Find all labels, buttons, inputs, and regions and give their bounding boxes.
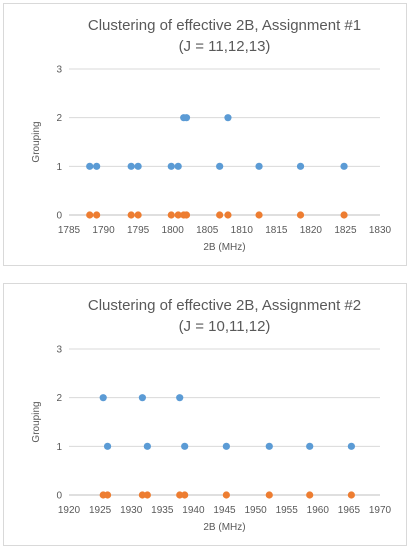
data-point-series-2: [93, 211, 101, 219]
data-point-series-1: [176, 394, 184, 402]
data-point-series-2: [86, 211, 94, 219]
chart-panel-1: Clustering of effective 2B, Assignment #…: [3, 3, 407, 266]
x-tick-label: 1820: [300, 225, 323, 236]
chart-title: Clustering of effective 2B, Assignment #…: [88, 17, 361, 34]
x-tick-label: 1930: [120, 505, 143, 516]
data-point-series-2: [224, 211, 232, 219]
x-tick-label: 1805: [196, 225, 219, 236]
data-point-series-2: [296, 211, 305, 219]
data-point-series-2: [127, 211, 135, 219]
x-tick-label: 1950: [244, 505, 267, 516]
chart-panel-2: Clustering of effective 2B, Assignment #…: [3, 283, 407, 546]
data-point-series-1: [93, 162, 101, 170]
chart-subtitle: (J = 11,12,13): [179, 38, 271, 55]
x-tick-label: 1825: [334, 225, 357, 236]
data-point-series-1: [143, 442, 151, 450]
chart-1: Clustering of effective 2B, Assignment #…: [31, 17, 392, 253]
x-tick-label: 1965: [338, 505, 361, 516]
data-point-series-1: [127, 162, 135, 170]
data-point-series-2: [176, 491, 184, 499]
data-point-series-1: [167, 162, 175, 170]
data-point-series-1: [138, 394, 146, 402]
y-axis-label: Grouping: [31, 121, 42, 162]
data-point-series-2: [347, 491, 355, 499]
data-point-series-2: [340, 211, 348, 219]
data-point-series-1: [347, 442, 355, 450]
data-point-series-1: [182, 114, 191, 122]
data-point-series-1: [134, 162, 142, 170]
data-point-series-1: [224, 114, 232, 122]
y-tick-label: 3: [56, 345, 62, 356]
x-tick-label: 1785: [58, 225, 81, 236]
x-tick-label: 1800: [162, 225, 185, 236]
chart-2: Clustering of effective 2B, Assignment #…: [31, 297, 392, 533]
chart-subtitle: (J = 10,11,12): [179, 318, 271, 335]
x-axis-label: 2B (MHz): [203, 522, 245, 533]
data-point-series-2: [103, 491, 112, 499]
x-tick-label: 1815: [265, 225, 288, 236]
data-point-series-2: [306, 491, 314, 499]
x-tick-label: 1920: [58, 505, 81, 516]
chart-title: Clustering of effective 2B, Assignment #…: [88, 297, 361, 314]
data-point-series-1: [216, 162, 224, 170]
x-tick-label: 1810: [231, 225, 254, 236]
x-tick-label: 1935: [151, 505, 174, 516]
data-point-series-1: [86, 162, 94, 170]
data-point-series-1: [174, 162, 182, 170]
y-tick-label: 2: [56, 113, 62, 124]
y-tick-label: 3: [56, 65, 62, 76]
data-point-series-2: [255, 211, 263, 219]
y-tick-label: 0: [56, 491, 62, 502]
data-point-series-1: [265, 442, 273, 450]
data-point-series-2: [182, 211, 191, 219]
data-point-series-2: [265, 491, 273, 499]
data-point-series-1: [296, 162, 305, 170]
data-point-series-1: [99, 394, 107, 402]
y-tick-label: 1: [56, 162, 62, 173]
data-point-series-2: [174, 211, 182, 219]
y-tick-label: 0: [56, 211, 62, 222]
data-point-series-2: [134, 211, 142, 219]
data-point-series-1: [306, 442, 314, 450]
y-tick-label: 1: [56, 442, 62, 453]
data-point-series-2: [181, 491, 189, 499]
x-tick-label: 1830: [369, 225, 392, 236]
data-point-series-1: [103, 442, 112, 450]
x-tick-label: 1970: [369, 505, 392, 516]
data-point-series-1: [340, 162, 348, 170]
y-axis-label: Grouping: [31, 401, 42, 442]
x-tick-label: 1940: [182, 505, 205, 516]
data-point-series-2: [143, 491, 151, 499]
data-point-series-2: [167, 211, 175, 219]
x-tick-label: 1925: [89, 505, 112, 516]
x-tick-label: 1960: [307, 505, 330, 516]
data-point-series-2: [138, 491, 146, 499]
x-tick-label: 1795: [127, 225, 150, 236]
data-point-series-1: [222, 442, 230, 450]
x-tick-label: 1790: [92, 225, 115, 236]
data-point-series-2: [216, 211, 224, 219]
x-axis-label: 2B (MHz): [203, 242, 245, 253]
data-point-series-1: [181, 442, 189, 450]
data-point-series-1: [255, 162, 263, 170]
x-tick-label: 1955: [276, 505, 299, 516]
data-point-series-2: [222, 491, 230, 499]
y-tick-label: 2: [56, 393, 62, 404]
x-tick-label: 1945: [213, 505, 236, 516]
